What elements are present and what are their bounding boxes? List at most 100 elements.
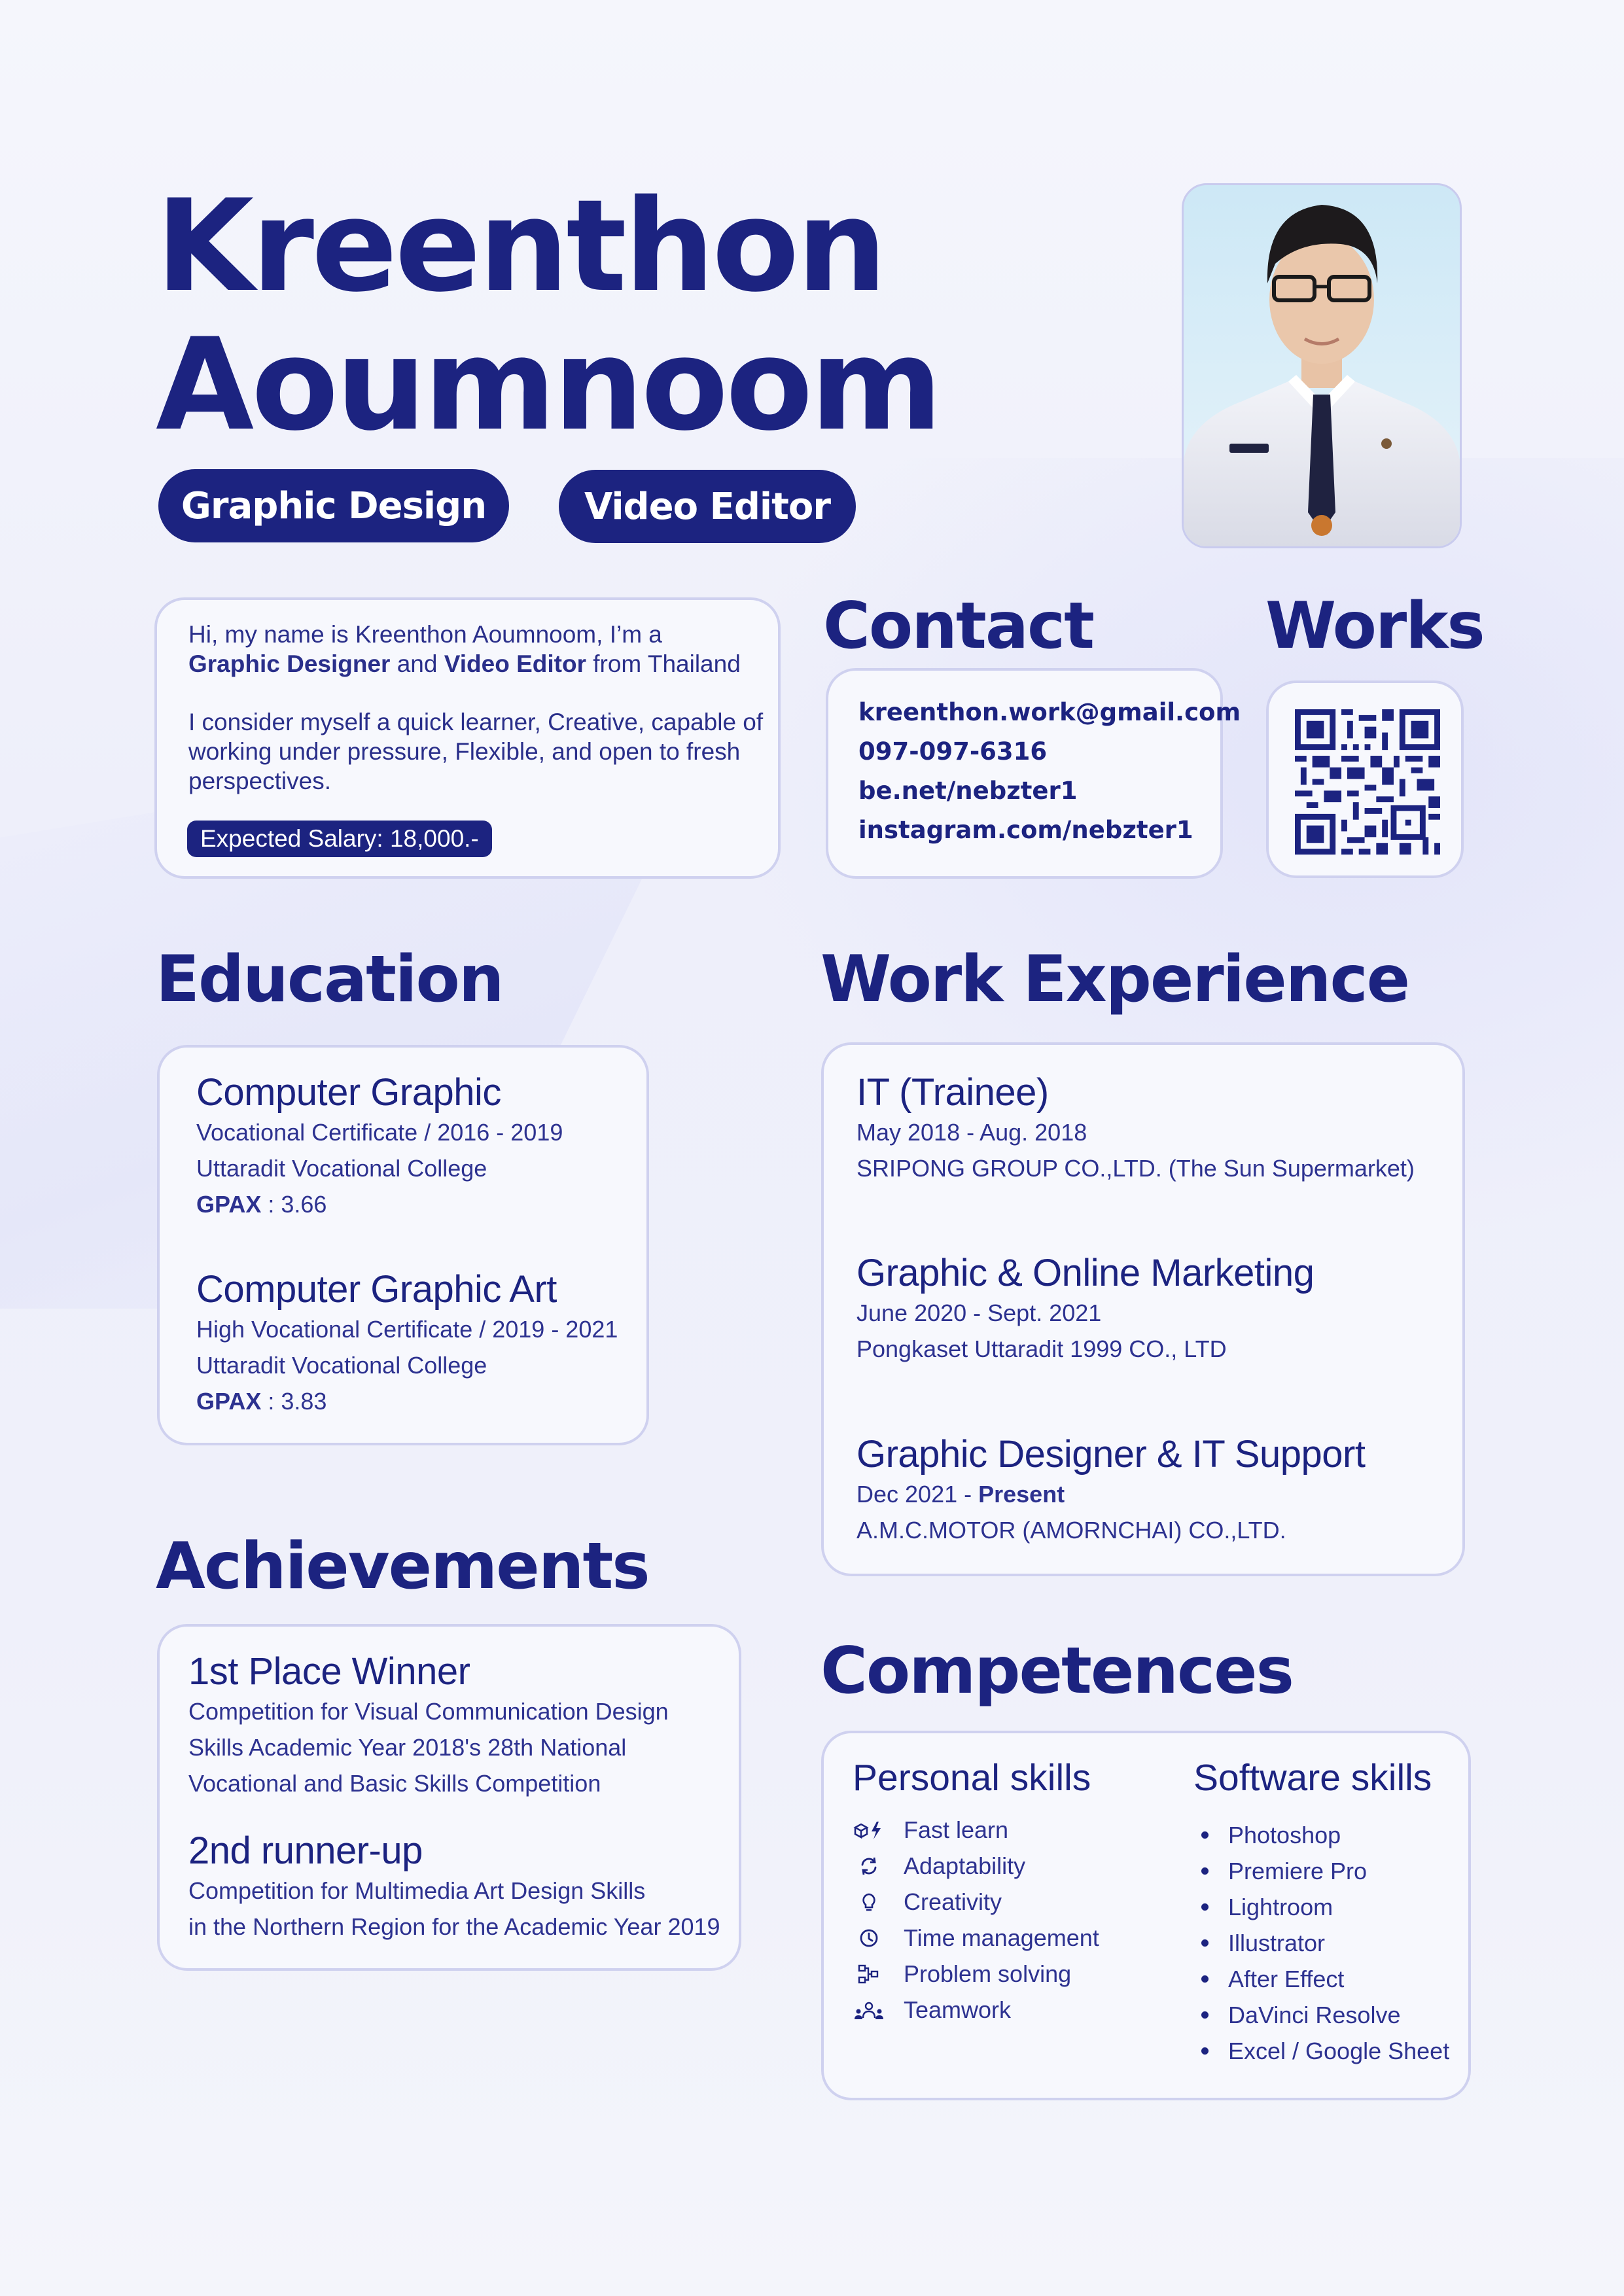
education-degree: High Vocational Certificate / 2019 - 202… [196, 1316, 618, 1343]
achievement-line: Vocational and Basic Skills Competition [188, 1770, 601, 1797]
experience-item: Graphic & Online Marketing June 2020 - S… [856, 1252, 1315, 1367]
education-school: Uttaradit Vocational College [196, 1155, 487, 1182]
competences-heading: Competences [821, 1634, 1294, 1708]
gpax-value: : 3.66 [261, 1191, 327, 1218]
lightbulb-icon [853, 1889, 885, 1915]
gpax-label: GPAX [196, 1388, 262, 1415]
contact-behance[interactable]: be.net/nebzter1 [858, 777, 1078, 805]
bullet-icon [1201, 2047, 1209, 2055]
software-item: Illustrator [1193, 1925, 1449, 1961]
refresh-icon [853, 1853, 885, 1879]
skill-time-management: Time management [853, 1920, 1099, 1956]
skill-problem-solving: Problem solving [853, 1956, 1099, 1992]
intro-and: and [390, 650, 444, 677]
experience-item: Graphic Designer & IT Support Dec 2021 -… [856, 1433, 1366, 1548]
work-experience-heading: Work Experience [821, 942, 1410, 1017]
software-label: Lightroom [1228, 1893, 1333, 1920]
last-name: Aoumnoom [156, 311, 942, 459]
education-gpax: GPAX : 3.83 [196, 1383, 618, 1419]
achievement-line: Competition for Visual Communication Des… [188, 1698, 669, 1725]
achievement-title: 2nd runner-up [188, 1829, 423, 1872]
bullet-icon [1201, 1939, 1209, 1947]
bullet-icon [1201, 1831, 1209, 1839]
achievement-item: 1st Place Winner Competition for Visual … [188, 1650, 669, 1801]
software-label: After Effect [1228, 1965, 1345, 1992]
software-item: Premiere Pro [1193, 1853, 1449, 1889]
achievement-line: Competition for Multimedia Art Design Sk… [188, 1877, 646, 1904]
experience-company: Pongkaset Uttaradit 1999 CO., LTD [856, 1335, 1227, 1362]
software-item: After Effect [1193, 1961, 1449, 1997]
education-school: Uttaradit Vocational College [196, 1352, 487, 1379]
software-item: DaVinci Resolve [1193, 1997, 1449, 2033]
competences-card: Personal skills Fast learn Adaptability … [821, 1731, 1471, 2100]
achievement-line: Skills Academic Year 2018's 28th Nationa… [188, 1734, 627, 1761]
bullet-icon [1201, 1903, 1209, 1911]
works-qr-card[interactable] [1266, 680, 1464, 878]
bullet-icon [1201, 1867, 1209, 1875]
bullet-icon [1201, 2011, 1209, 2019]
role-badge-video-editor: Video Editor [559, 470, 856, 543]
software-label: Excel / Google Sheet [1228, 2037, 1450, 2064]
skill-label: Creativity [904, 1888, 1002, 1915]
skill-label: Problem solving [904, 1960, 1072, 1987]
full-name: Kreenthon Aoumnoom [156, 177, 942, 454]
experience-date: May 2018 - Aug. 2018 [856, 1114, 1415, 1150]
date-range: May 2018 - Aug. 2018 [856, 1119, 1087, 1146]
qr-code-icon[interactable] [1295, 709, 1440, 855]
skill-label: Adaptability [904, 1852, 1026, 1879]
experience-company: A.M.C.MOTOR (AMORNCHAI) CO.,LTD. [856, 1517, 1286, 1544]
achievement-line: in the Northern Region for the Academic … [188, 1913, 720, 1940]
software-item: Lightroom [1193, 1889, 1449, 1925]
education-card: Computer Graphic Vocational Certificate … [157, 1045, 649, 1445]
experience-item: IT (Trainee) May 2018 - Aug. 2018 SRIPON… [856, 1071, 1415, 1186]
team-icon [853, 1997, 885, 2023]
skill-teamwork: Teamwork [853, 1992, 1099, 2028]
education-degree: Vocational Certificate / 2016 - 2019 [196, 1119, 563, 1146]
profile-photo [1182, 183, 1462, 548]
achievement-item: 2nd runner-up Competition for Multimedia… [188, 1829, 720, 1945]
skill-label: Fast learn [904, 1816, 1009, 1843]
software-label: Photoshop [1228, 1821, 1341, 1848]
bolt-icon [853, 1817, 885, 1843]
intro-role-video-editor: Video Editor [444, 650, 586, 677]
experience-title: IT (Trainee) [856, 1071, 1049, 1114]
date-range: Dec 2021 - [856, 1481, 979, 1508]
about-paragraph: I consider myself a quick learner, Creat… [188, 709, 764, 794]
intro-text: Hi, my name is Kreenthon Aoumnoom, I’m a [188, 621, 662, 648]
skill-label: Teamwork [904, 1996, 1012, 2023]
software-item: Photoshop [1193, 1817, 1449, 1853]
skill-label: Time management [904, 1924, 1099, 1951]
education-title: Computer Graphic Art [196, 1268, 557, 1311]
work-experience-card: IT (Trainee) May 2018 - Aug. 2018 SRIPON… [821, 1042, 1465, 1576]
experience-date: Dec 2021 - Present [856, 1476, 1365, 1512]
bullet-icon [1201, 1975, 1209, 1983]
about-intro: Hi, my name is Kreenthon Aoumnoom, I’m a… [188, 620, 764, 679]
gpax-label: GPAX [196, 1191, 262, 1218]
software-label: Premiere Pro [1228, 1857, 1368, 1884]
expected-salary-badge: Expected Salary: 18,000.- [187, 821, 492, 857]
contact-card: kreenthon.work@gmail.com 097-097-6316 be… [826, 668, 1241, 879]
achievement-title: 1st Place Winner [188, 1650, 470, 1693]
software-skills-section: Software skills Photoshop Premiere Pro L… [1193, 1757, 1449, 2069]
education-heading: Education [156, 942, 504, 1017]
experience-title: Graphic Designer & IT Support [856, 1433, 1366, 1475]
software-label: DaVinci Resolve [1228, 2001, 1401, 2028]
achievements-heading: Achievements [156, 1529, 650, 1604]
software-label: Illustrator [1228, 1929, 1326, 1956]
contact-phone[interactable]: 097-097-6316 [858, 737, 1048, 766]
intro-from: from Thailand [586, 650, 741, 677]
education-item: Computer Graphic Vocational Certificate … [196, 1071, 563, 1222]
education-item: Computer Graphic Art High Vocational Cer… [196, 1268, 618, 1419]
achievements-card: 1st Place Winner Competition for Visual … [157, 1624, 741, 1971]
education-gpax: GPAX : 3.66 [196, 1186, 563, 1222]
contact-instagram[interactable]: instagram.com/nebzter1 [858, 816, 1193, 844]
software-skills-heading: Software skills [1193, 1757, 1432, 1799]
experience-title: Graphic & Online Marketing [856, 1252, 1315, 1294]
contact-email[interactable]: kreenthon.work@gmail.com [858, 698, 1241, 726]
about-card: Hi, my name is Kreenthon Aoumnoom, I’m a… [154, 597, 781, 879]
software-item: Excel / Google Sheet [1193, 2033, 1449, 2069]
date-present: Present [978, 1481, 1065, 1508]
skill-adaptability: Adaptability [853, 1848, 1099, 1884]
role-badge-graphic-design: Graphic Design [158, 469, 509, 542]
gpax-value: : 3.83 [261, 1388, 327, 1415]
